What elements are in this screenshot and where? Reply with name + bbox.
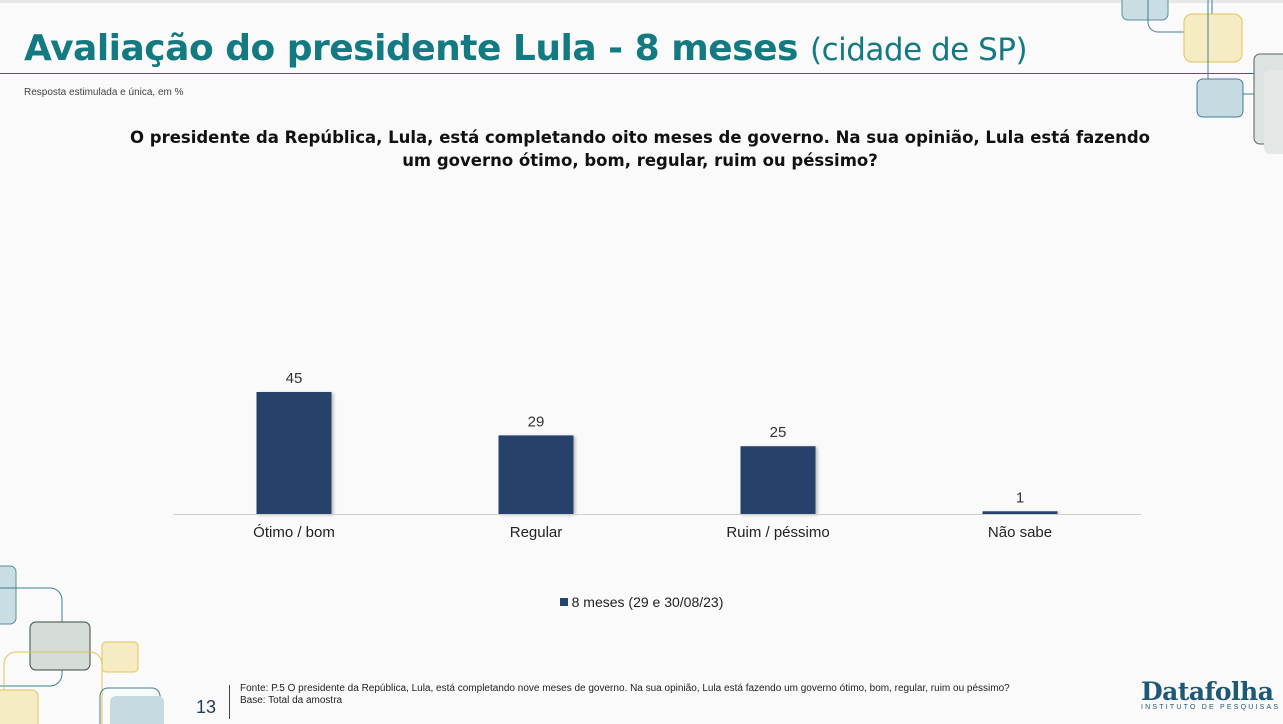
category-label-2: Ruim / péssimo — [726, 524, 829, 541]
data-label-3: 1 — [1016, 489, 1024, 506]
category-label-3: Não sabe — [988, 524, 1052, 541]
legend-swatch — [559, 598, 568, 606]
page-title: Avaliação do presidente Lula - 8 meses (… — [24, 28, 1028, 69]
logo-tagline: INSTITUTO DE PESQUISAS — [1141, 704, 1281, 711]
bar-1 — [498, 435, 574, 514]
legend-label: 8 meses (29 e 30/08/23) — [571, 594, 724, 610]
logo-name: Datafolha — [1141, 677, 1274, 706]
title-main: Avaliação do presidente Lula - 8 meses — [24, 28, 798, 69]
page-subtitle: Resposta estimulada e única, em % — [24, 87, 184, 98]
bar-3 — [982, 511, 1058, 514]
bar-2 — [740, 446, 816, 514]
category-label-0: Ótimo / bom — [253, 524, 335, 541]
top-border — [0, 0, 1283, 3]
data-label-1: 29 — [528, 413, 545, 430]
datafolha-logo: Datafolha INSTITUTO DE PESQUISAS — [1141, 677, 1281, 712]
footnote: Fonte: P.5 O presidente da República, Lu… — [240, 683, 1090, 707]
data-label-2: 25 — [770, 424, 787, 441]
footnote-base: Base: Total da amostra — [240, 695, 343, 706]
category-label-1: Regular — [510, 524, 563, 541]
title-underline — [0, 73, 1270, 74]
data-label-0: 45 — [286, 370, 303, 387]
footnote-source: Fonte: P.5 O presidente da República, Lu… — [240, 683, 1010, 694]
bar-0 — [256, 392, 332, 514]
title-parenthetical: (cidade de SP) — [809, 32, 1028, 68]
bar-chart: 45 29 25 1 Ótimo / bom Regular Ruim / péssimo… — [173, 370, 1141, 541]
survey-question: O presidente da República, Lula, está co… — [129, 128, 1150, 170]
page-number: 13 — [196, 697, 217, 717]
chart-legend: 8 meses (29 e 30/08/23) — [0, 594, 1283, 610]
footer-divider — [229, 685, 230, 719]
